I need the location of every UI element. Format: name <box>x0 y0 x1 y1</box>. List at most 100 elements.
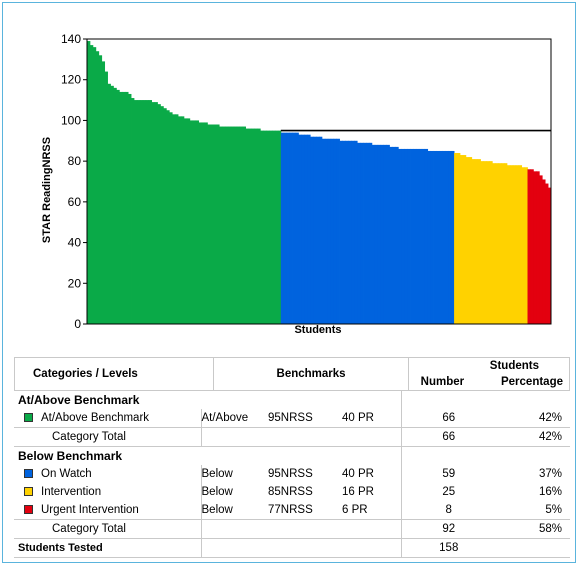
row-label: Urgent Intervention <box>41 504 139 516</box>
y-tick-label: 40 <box>68 236 82 250</box>
student-bar <box>436 150 440 324</box>
student-bar <box>530 169 534 324</box>
student-bar <box>286 132 291 324</box>
student-bar <box>125 91 129 325</box>
student-bar <box>198 122 202 325</box>
student-bar <box>166 110 170 324</box>
student-bar <box>542 179 546 324</box>
y-axis-ticks: 0 20 40 60 80 100 120 140 <box>61 32 87 331</box>
student-bar <box>95 51 100 325</box>
row-pr: 6 PR <box>342 501 402 520</box>
student-bar <box>354 140 358 324</box>
student-bar <box>459 155 464 324</box>
student-bar <box>213 124 217 324</box>
student-bar <box>280 132 285 324</box>
header-percentage: Percentage <box>500 376 563 388</box>
row-pr: 40 PR <box>342 465 402 483</box>
student-bar <box>239 126 244 324</box>
student-bar <box>195 120 199 325</box>
x-axis-label: Students <box>294 324 341 336</box>
student-bar <box>136 100 141 324</box>
group-label-above: At/Above Benchmark <box>14 391 402 409</box>
row-label: On Watch <box>41 468 92 480</box>
student-bar <box>474 159 478 324</box>
category-total-label: Category Total <box>14 519 202 539</box>
student-bar <box>260 130 264 324</box>
student-bar <box>233 126 238 324</box>
student-bar <box>448 150 452 324</box>
table-row: Category Total 92 58% <box>14 519 570 539</box>
student-bar <box>277 130 282 324</box>
student-bar <box>477 159 481 324</box>
student-bar <box>445 150 449 324</box>
y-tick-label: 100 <box>61 113 81 127</box>
student-bar <box>107 83 111 324</box>
student-bar <box>119 91 123 325</box>
student-bar <box>292 132 296 324</box>
student-bar <box>527 169 531 324</box>
student-bar <box>410 148 414 324</box>
student-bar <box>483 161 487 324</box>
student-bar <box>248 128 252 324</box>
student-bar <box>465 157 470 324</box>
students-tested-label: Students Tested <box>14 538 202 558</box>
category-total-label: Category Total <box>14 427 202 447</box>
student-bar <box>89 45 94 325</box>
student-bar <box>266 130 270 324</box>
student-bar <box>501 163 505 324</box>
student-bar <box>348 140 352 324</box>
student-bar <box>113 87 117 324</box>
row-relation: At/Above <box>201 409 268 428</box>
student-bar <box>289 132 293 324</box>
student-bar <box>139 100 144 324</box>
student-bar <box>274 130 279 324</box>
student-bar <box>330 138 335 324</box>
student-bar <box>148 100 153 324</box>
row-nrss: 77NRSS <box>268 501 342 520</box>
student-bar <box>151 102 155 324</box>
group-row-above: At/Above Benchmark <box>14 391 570 409</box>
student-bar <box>401 148 405 324</box>
student-bar <box>395 146 399 324</box>
student-bar <box>380 144 385 324</box>
student-bar <box>539 175 543 324</box>
student-bar <box>219 126 223 324</box>
table-row: Urgent Intervention Below 77NRSS 6 PR 8 … <box>14 501 570 520</box>
student-bar <box>524 167 528 324</box>
student-bar <box>172 114 176 324</box>
student-bar <box>216 124 220 324</box>
student-bar <box>298 134 302 324</box>
student-bar <box>521 167 525 324</box>
student-bar <box>548 187 552 324</box>
student-bar <box>145 100 150 324</box>
plot-frame <box>86 38 552 325</box>
green-swatch-icon <box>24 413 33 423</box>
student-bar <box>192 120 197 325</box>
y-tick-label: 80 <box>68 154 82 168</box>
student-bar <box>263 130 267 324</box>
row-nrss: 85NRSS <box>268 486 313 498</box>
student-bar <box>304 134 308 324</box>
student-bar <box>201 122 205 325</box>
student-bar <box>451 150 455 324</box>
student-bar <box>339 140 343 324</box>
student-bar <box>186 118 191 324</box>
row-pr: 16 PR <box>342 483 402 501</box>
student-bar <box>457 153 461 324</box>
y-tick-label: 60 <box>68 195 82 209</box>
student-bar <box>321 138 326 324</box>
student-bar <box>101 61 106 324</box>
student-bar <box>283 132 288 324</box>
row-percentage: 16% <box>538 486 562 498</box>
student-bar <box>415 148 420 324</box>
student-bar <box>421 148 426 324</box>
row-number: 66 <box>401 409 496 428</box>
student-bar <box>295 132 299 324</box>
student-bar <box>230 126 235 324</box>
student-bar <box>128 93 132 325</box>
student-bar <box>225 126 229 324</box>
student-bar <box>245 128 249 324</box>
row-number: 8 <box>401 501 496 520</box>
category-total-percentage: 58% <box>496 519 570 539</box>
student-bar <box>210 124 214 324</box>
